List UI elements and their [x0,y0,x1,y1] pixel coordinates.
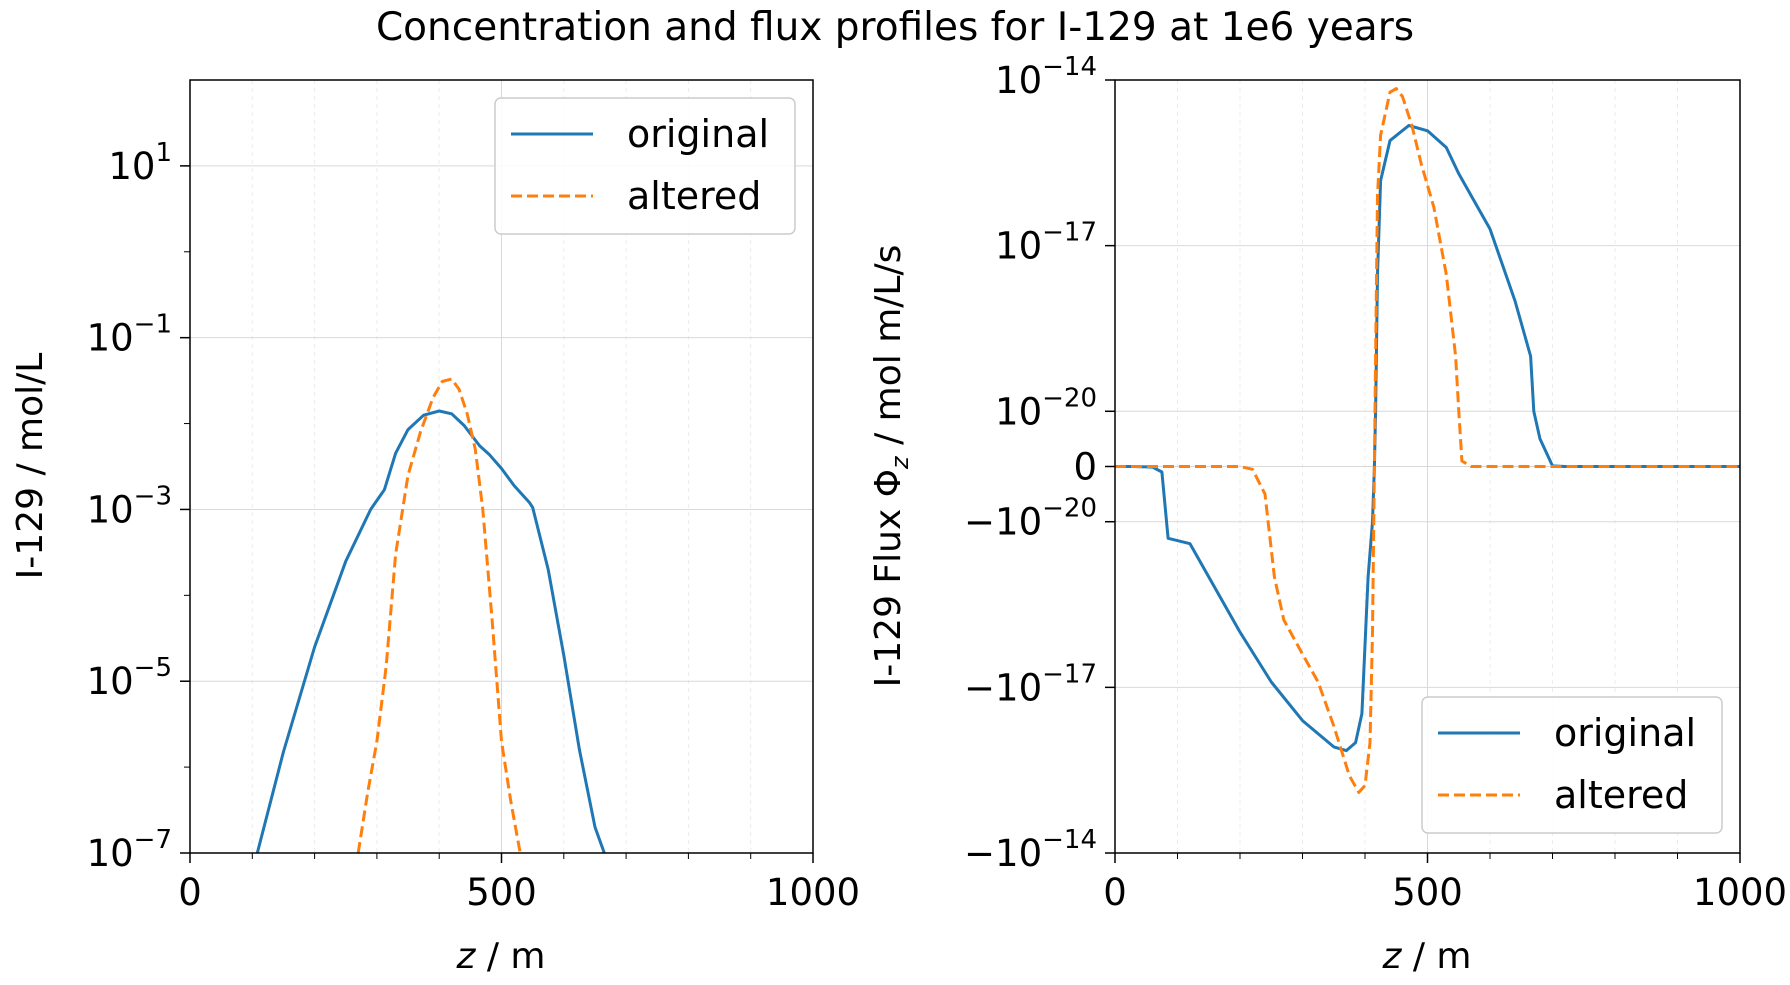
right-legend-label-original: original [1554,711,1696,755]
left-ytick-label: 10−3 [87,481,172,531]
right-xtick-label: 0 [1103,871,1127,914]
right-series-altered-line [1115,87,1740,794]
left-series-original-line [255,409,606,854]
right-ytick-label: −10−17 [964,659,1097,709]
right-xtick-label: 500 [1392,871,1463,914]
left-chart: 0 500 1000 10−7 10−5 10−3 10−1 101 I-129 / mol/… [10,79,861,977]
right-chart: 0 500 1000 −10−14 −10−17 −10−20 0 10−20 10−17 10−… [868,52,1787,977]
right-legend-label-altered: altered [1554,773,1688,817]
left-legend-box [494,97,796,235]
left-series-altered-line [356,377,522,854]
left-series [255,377,606,854]
left-xtick-label: 0 [178,871,202,914]
left-xtick-label: 1000 [766,871,860,914]
right-ytick-label: −10−20 [964,494,1097,544]
right-ylabel: I-129 Flux Φz / mol m/L/s [868,245,914,688]
right-ytick-label: 10−20 [995,383,1097,433]
right-xlabel: z / m [1382,936,1472,977]
right-ytick-label: 10−17 [995,218,1097,268]
left-legend-label-original: original [627,112,769,156]
right-series [1115,87,1740,794]
right-ytick-label: 0 [1073,446,1097,489]
left-legend-label-altered: altered [627,174,761,218]
figure-suptitle: Concentration and flux profiles for I-12… [376,5,1414,50]
right-legend: original altered [1421,696,1723,834]
left-xtick-label: 500 [466,871,537,914]
left-ytick-label: 10−7 [87,825,172,875]
left-ylabel: I-129 / mol/L [10,353,51,580]
right-legend-box [1421,696,1723,834]
left-legend: original altered [494,97,796,235]
left-xlabel: z / m [456,936,546,977]
left-ticks: 0 500 1000 10−7 10−5 10−3 10−1 101 [87,138,861,914]
right-ytick-label: 10−14 [995,52,1097,102]
right-xtick-label: 1000 [1693,871,1787,914]
right-ytick-label: −10−14 [964,825,1097,875]
left-ytick-label: 101 [108,138,172,188]
left-ytick-label: 10−5 [87,653,172,703]
right-ticks: 0 500 1000 −10−14 −10−17 −10−20 0 10−20 10−17 10−… [964,52,1787,914]
left-ytick-label: 10−1 [87,310,172,360]
